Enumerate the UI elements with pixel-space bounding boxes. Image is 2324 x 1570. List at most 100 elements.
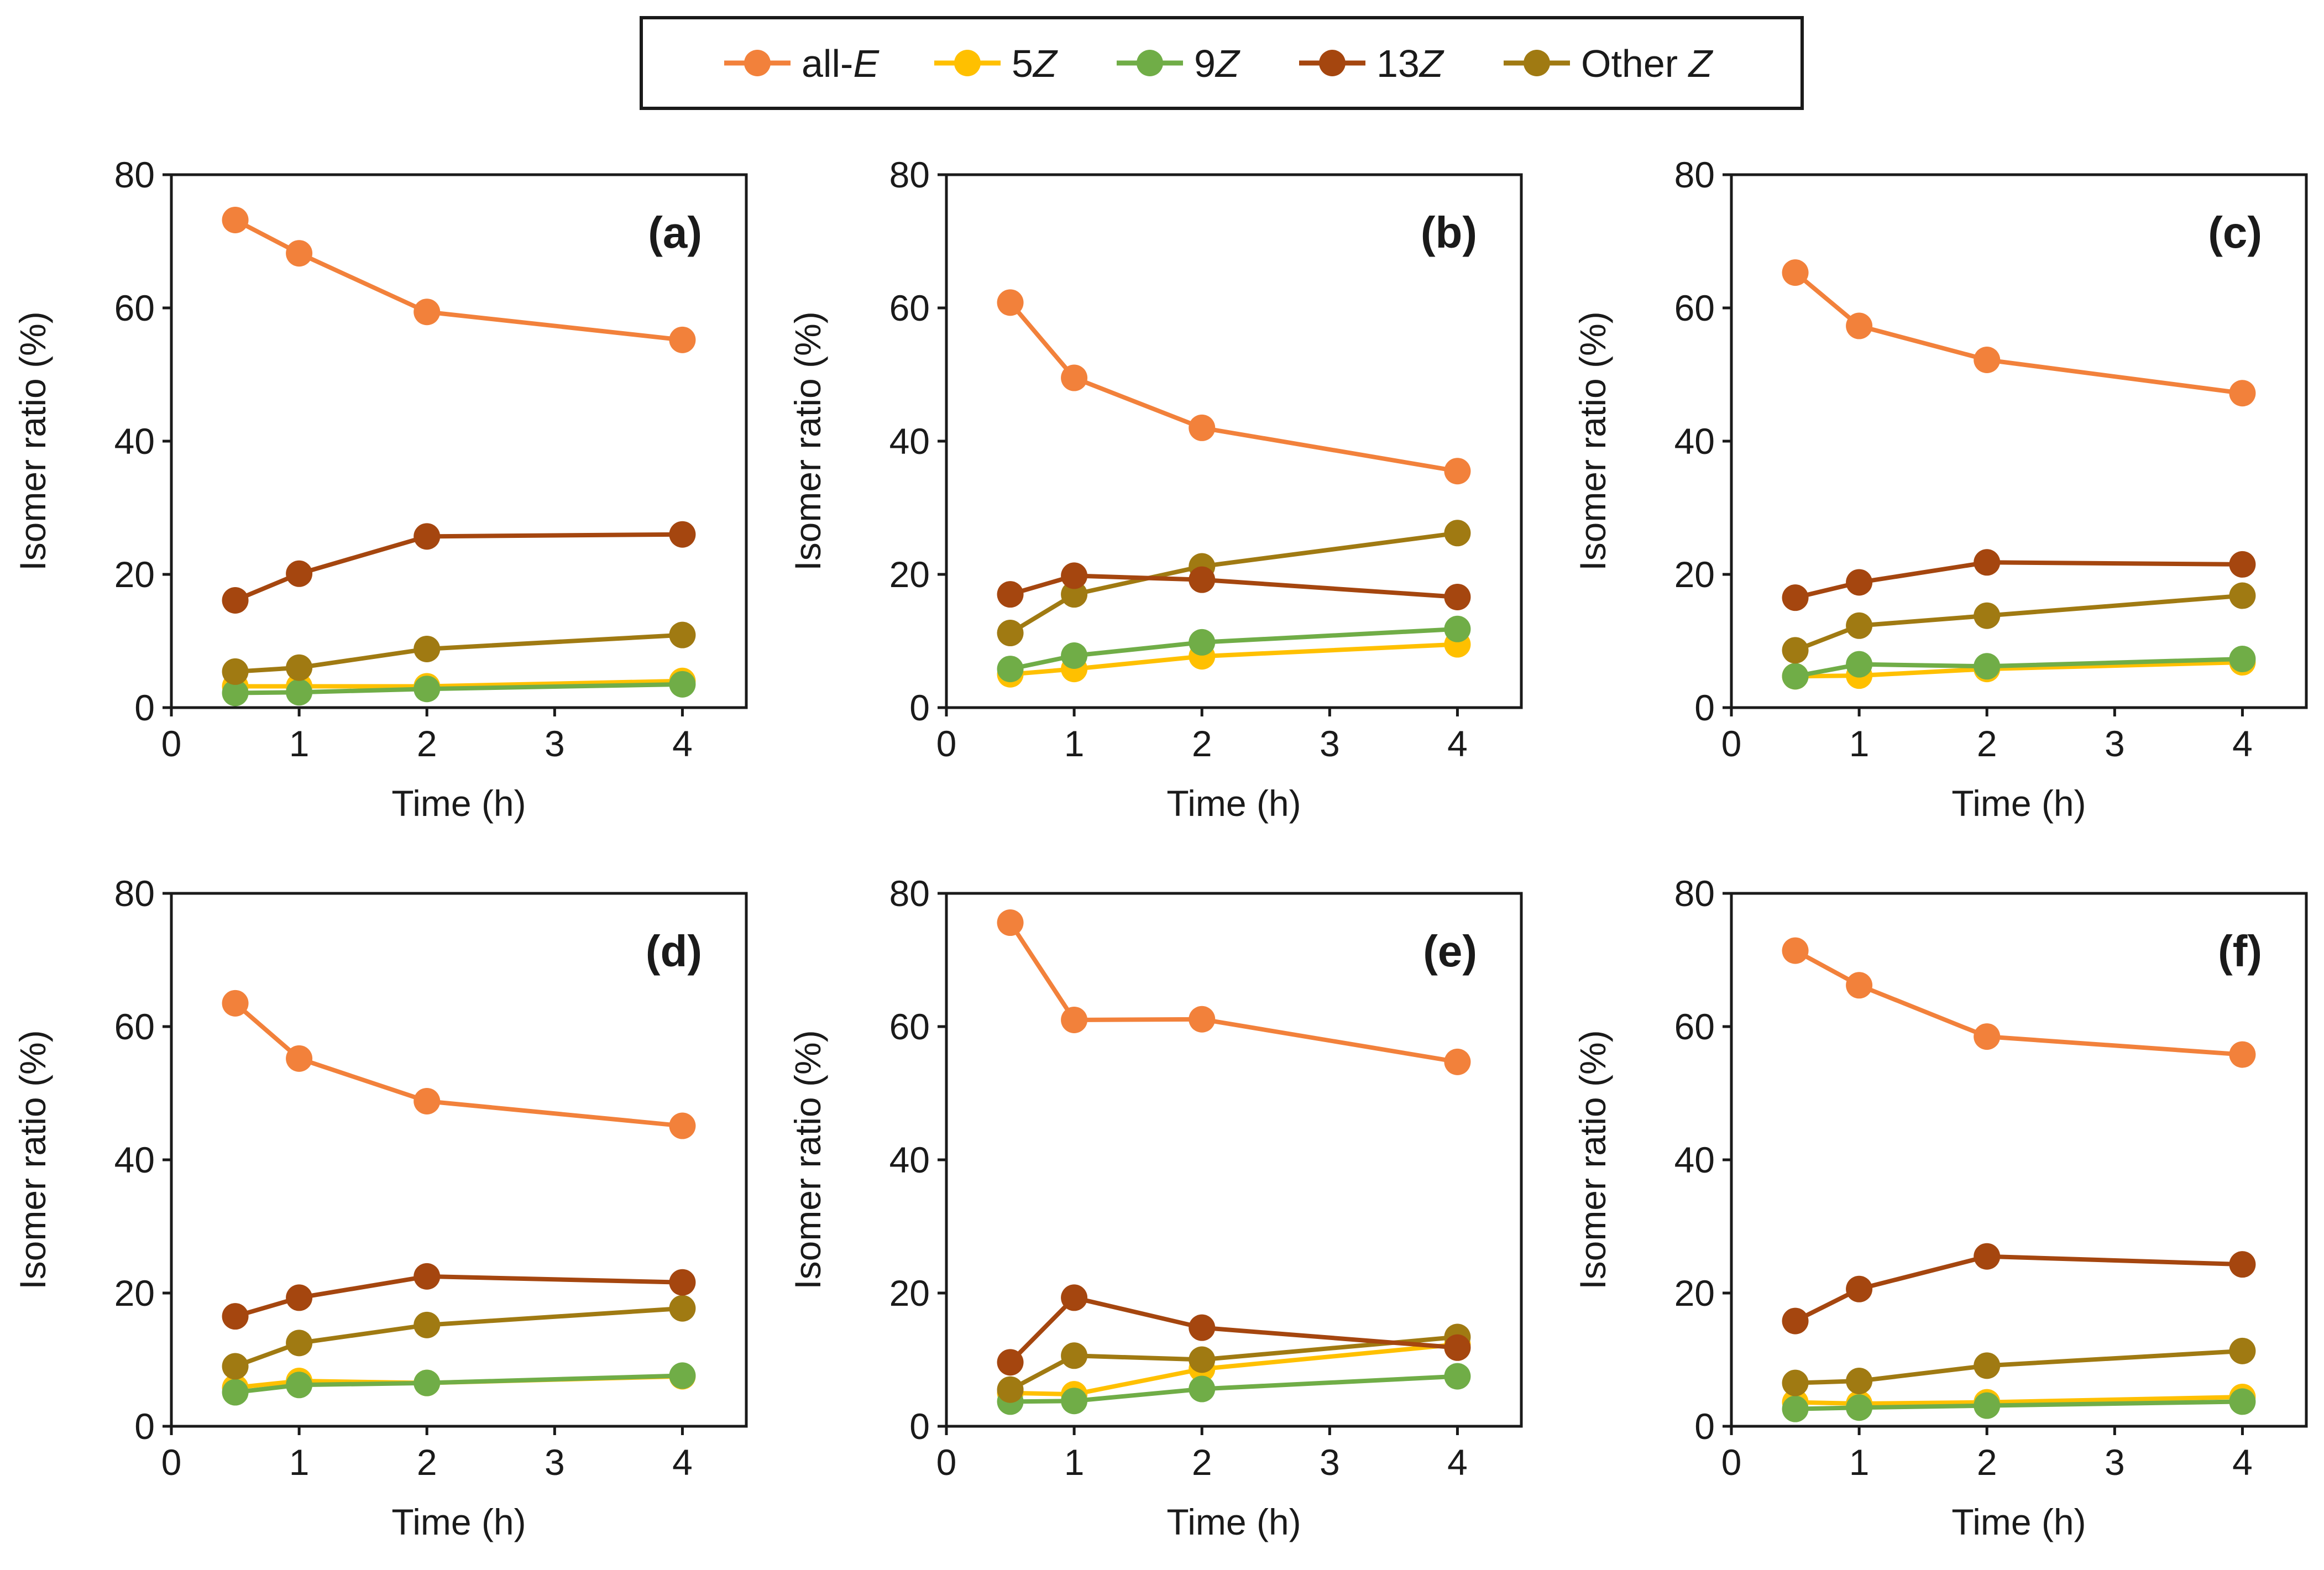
data-point-z9 — [1974, 1392, 2001, 1419]
x-axis-title: Time (h) — [391, 1501, 526, 1542]
series-line-otherZ — [1795, 1348, 2243, 1385]
data-point-otherZ — [222, 1353, 249, 1380]
data-point-z13 — [222, 1303, 249, 1330]
legend-label-italic: E — [853, 42, 880, 85]
data-point-z13 — [2229, 551, 2256, 578]
legend-label-z13: 13Z — [1376, 42, 1444, 85]
x-tick-label: 4 — [2232, 723, 2253, 764]
series-line-otherZ — [1009, 531, 1458, 635]
data-point-z13 — [1974, 1243, 2001, 1270]
series-allE — [1782, 937, 2256, 1068]
series-line-otherZ — [234, 1306, 683, 1369]
series-z9 — [1782, 1388, 2256, 1422]
legend-label-z5: 5Z — [1012, 42, 1058, 85]
x-tick-label: 0 — [936, 723, 957, 764]
y-axis-title: Isomer ratio (%) — [787, 1030, 828, 1289]
data-point-z9 — [1444, 615, 1471, 642]
y-axis-title: Isomer ratio (%) — [787, 311, 828, 571]
y-axis-title: Isomer ratio (%) — [12, 311, 53, 571]
data-point-otherZ — [286, 654, 313, 681]
data-point-otherZ — [413, 635, 441, 662]
data-point-z9 — [2229, 646, 2256, 673]
series-line-otherZ — [235, 632, 683, 674]
x-tick-label: 1 — [289, 1442, 310, 1483]
data-point-z9 — [1444, 1363, 1471, 1390]
data-point-allE — [413, 1087, 441, 1114]
data-point-z9 — [1061, 1388, 1088, 1415]
data-point-allE — [222, 206, 249, 233]
data-point-otherZ — [1974, 1352, 2001, 1379]
panel-label: (f) — [2218, 927, 2262, 976]
y-axis-title: Isomer ratio (%) — [1572, 311, 1613, 571]
x-tick-label: 3 — [1320, 723, 1340, 764]
data-point-otherZ — [1061, 581, 1088, 608]
x-axis-title: Time (h) — [391, 783, 526, 824]
x-tick-label: 1 — [1064, 723, 1085, 764]
x-tick-label: 3 — [545, 1442, 565, 1483]
data-point-z13 — [997, 1349, 1024, 1376]
data-point-z9 — [997, 656, 1024, 683]
series-line-allE — [1793, 271, 2243, 396]
series-line-allE — [1794, 949, 2243, 1057]
data-point-z13 — [286, 1284, 313, 1311]
data-point-allE — [1061, 364, 1088, 391]
data-point-z13 — [413, 1263, 441, 1290]
legend-label-text: 9 — [1194, 42, 1216, 85]
data-point-allE — [1061, 1006, 1088, 1033]
data-point-z9 — [1846, 651, 1873, 678]
data-point-otherZ — [1782, 637, 1809, 664]
data-point-z9 — [286, 1372, 313, 1399]
panel-0: 0 20 40 60 80 0 1 2 3 4 Time (h) Isomer ratio (%) (a… — [12, 154, 748, 824]
series-z9 — [1782, 646, 2256, 690]
series-z9 — [222, 1362, 696, 1406]
data-point-otherZ — [222, 658, 249, 685]
y-tick-label: 80 — [889, 154, 930, 195]
x-tick-label: 0 — [936, 1442, 957, 1483]
data-point-z9 — [222, 679, 249, 706]
data-point-allE — [1444, 458, 1471, 485]
y-tick-label: 40 — [889, 1139, 930, 1180]
data-point-allE — [286, 240, 313, 267]
panel-1: 0 20 40 60 80 0 1 2 3 4 Time (h) Isomer ratio (%) (b… — [787, 154, 1523, 824]
x-tick-label: 1 — [1849, 723, 1870, 764]
data-point-otherZ — [669, 1295, 696, 1322]
series-line-otherZ — [1794, 593, 2243, 653]
data-point-allE — [2229, 1041, 2256, 1068]
data-point-z13 — [286, 560, 313, 587]
data-point-otherZ — [1846, 612, 1873, 639]
series-line-z9 — [1010, 1374, 1458, 1404]
data-point-allE — [413, 299, 441, 326]
x-tick-label: 4 — [1447, 1442, 1468, 1483]
legend-marker-allE — [744, 50, 771, 76]
legend-label-text: all- — [802, 42, 853, 85]
data-point-otherZ — [1061, 1342, 1088, 1369]
legend-label-italic: Z — [1032, 42, 1058, 85]
data-point-z13 — [1061, 562, 1088, 589]
data-point-z13 — [1846, 569, 1873, 596]
data-point-z9 — [286, 679, 313, 706]
y-tick-label: 20 — [889, 1273, 930, 1313]
data-point-z13 — [1444, 1334, 1471, 1361]
data-point-allE — [222, 990, 249, 1017]
legend-item-otherZ: Other Z — [1504, 42, 1714, 85]
series-line-allE — [233, 1001, 683, 1128]
x-tick-label: 4 — [1447, 723, 1468, 764]
data-point-allE — [1782, 259, 1809, 286]
series-line-z5 — [1010, 1342, 1458, 1397]
y-tick-label: 0 — [1694, 687, 1715, 728]
data-point-allE — [1974, 346, 2001, 373]
x-tick-label: 2 — [1192, 1442, 1212, 1483]
x-axis-title: Time (h) — [1951, 1501, 2086, 1542]
data-point-z13 — [222, 587, 249, 614]
x-tick-label: 1 — [289, 723, 310, 764]
y-tick-label: 20 — [1674, 554, 1715, 595]
series-z13 — [997, 1284, 1471, 1376]
legend-label-text: 13 — [1376, 42, 1420, 85]
series-z9 — [222, 671, 696, 706]
series-z13 — [1782, 1243, 2256, 1334]
y-tick-label: 80 — [114, 873, 155, 914]
data-point-otherZ — [1782, 1369, 1809, 1396]
data-point-z13 — [1189, 1314, 1216, 1341]
series-line-z9 — [235, 1373, 683, 1395]
series-line-z13 — [1794, 560, 2243, 600]
